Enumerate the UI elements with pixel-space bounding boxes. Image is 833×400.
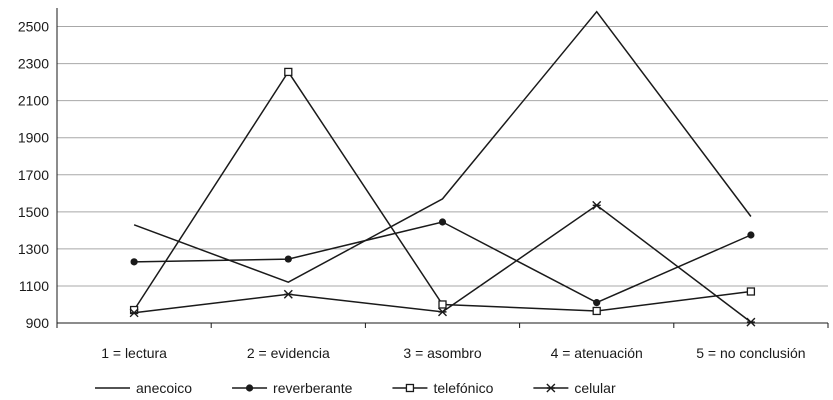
x-tick-label: 4 = atenuación [551, 345, 643, 361]
y-tick-label: 1500 [18, 204, 49, 220]
data-point-reverberante [747, 231, 755, 239]
series-celular [129, 200, 756, 327]
y-tick-label: 2100 [18, 93, 49, 109]
y-tick-label: 2500 [18, 19, 49, 35]
legend: anecoico reverberante telefónico celular [95, 380, 616, 396]
y-tick-label: 1900 [18, 130, 49, 146]
data-point-reverberante [130, 258, 138, 266]
x-tick-label: 1 = lectura [101, 345, 167, 361]
y-tick-labels: 900 1100 1300 1500 1700 1900 2100 2300 2500 [18, 19, 49, 331]
series-telefonico [129, 67, 756, 316]
series-reverberante [130, 218, 755, 307]
data-point-reverberante [438, 218, 447, 226]
gridlines [57, 26, 828, 287]
legend-item-telefonico: telefónico [392, 380, 494, 396]
data-point-telefonico [592, 306, 601, 316]
series-lines [129, 10, 756, 327]
series-anecoico [133, 10, 752, 284]
x-tick-label: 2 = evidencia [247, 345, 330, 361]
y-tick-label: 900 [26, 315, 50, 331]
legend-marker-telefonico [405, 383, 415, 393]
legend-marker-celular [546, 383, 556, 393]
legend-item-celular: celular [533, 380, 616, 396]
data-point-telefonico [746, 287, 756, 296]
x-tick-label: 3 = asombro [403, 345, 481, 361]
data-point-reverberante [593, 299, 601, 307]
data-point-telefonico [284, 67, 293, 77]
data-point-reverberante [284, 255, 292, 263]
y-tick-label: 1100 [19, 278, 49, 294]
series-line-anecoico [133, 10, 752, 284]
data-point-celular [746, 317, 756, 327]
y-tick-label: 1700 [18, 167, 49, 183]
series-line-reverberante [134, 221, 752, 304]
y-tick-label: 1300 [18, 241, 49, 257]
data-point-celular [592, 200, 602, 210]
data-point-telefonico [438, 300, 447, 309]
data-point-celular [283, 289, 293, 299]
data-point-celular [129, 308, 139, 318]
legend-label: anecoico [136, 380, 192, 396]
legend-item-anecoico: anecoico [95, 380, 192, 396]
x-tick-label: 5 = no conclusión [696, 345, 805, 361]
x-tick-labels: 1 = lectura 2 = evidencia 3 = asombro 4 = a… [101, 345, 805, 361]
legend-label: telefónico [433, 380, 493, 396]
y-tick-label: 2300 [18, 56, 49, 72]
legend-item-reverberante: reverberante [232, 380, 353, 396]
axes [56, 8, 829, 328]
data-point-celular [438, 307, 447, 317]
legend-label: reverberante [273, 380, 353, 396]
legend-marker-reverberante [245, 384, 254, 392]
legend-label: celular [574, 380, 616, 396]
